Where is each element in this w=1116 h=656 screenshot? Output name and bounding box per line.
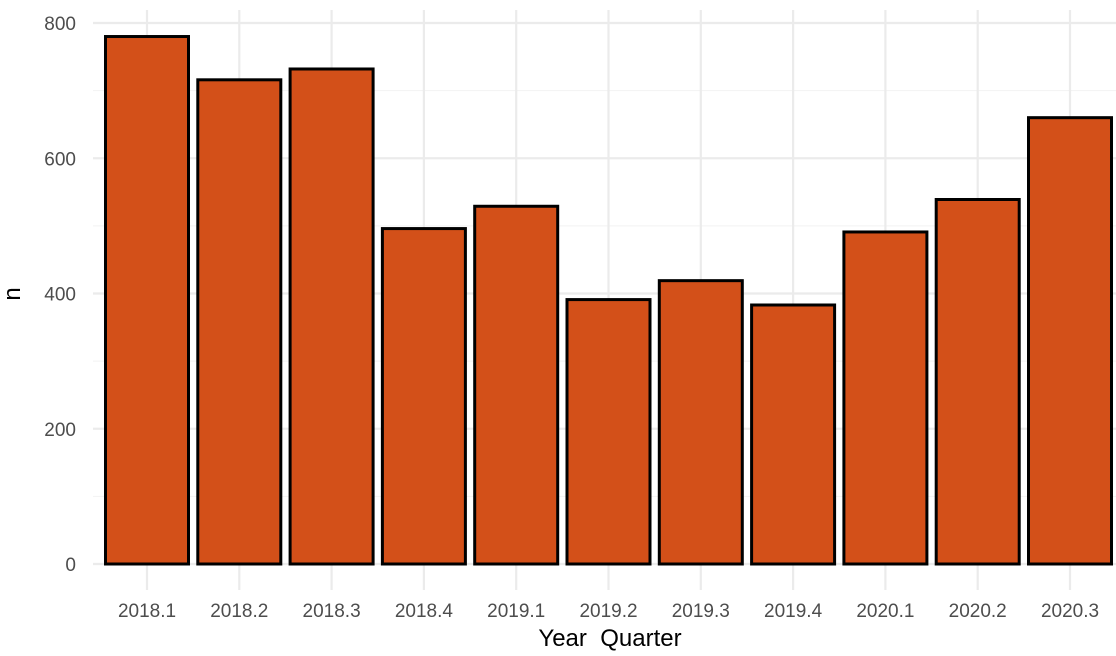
x-tick-label: 2019.2 [579, 601, 637, 622]
y-tick-label: 800 [44, 14, 76, 35]
x-tick-label: 2018.4 [395, 601, 454, 622]
y-tick-label: 400 [44, 285, 76, 306]
y-tick-label: 0 [65, 555, 76, 576]
bars [104, 35, 1113, 566]
x-tick-label: 2018.1 [118, 601, 176, 622]
x-tick-label: 2020.2 [949, 601, 1007, 622]
bar [380, 227, 467, 566]
y-axis-title: n [0, 287, 26, 300]
x-tick-label: 2019.4 [764, 601, 823, 622]
x-tick-label: 2020.1 [856, 601, 914, 622]
bar [288, 67, 375, 566]
x-axis-title: Year Quarter [538, 625, 681, 652]
bar [934, 198, 1021, 566]
x-tick-label: 2019.1 [487, 601, 545, 622]
x-tick-label: 2018.2 [210, 601, 268, 622]
x-axis-ticks: 2018.1 2018.2 2018.3 2018.4 2019.1 2019.2 2019… [118, 601, 1099, 622]
bar [1027, 116, 1113, 566]
bar [750, 303, 837, 566]
bar [104, 35, 190, 566]
bar [473, 204, 560, 566]
y-tick-label: 200 [44, 420, 76, 441]
x-tick-label: 2019.3 [672, 601, 730, 622]
bar [565, 298, 652, 566]
x-tick-label: 2018.3 [303, 601, 361, 622]
bar [842, 230, 929, 566]
y-tick-label: 600 [44, 149, 76, 170]
bar [196, 78, 283, 566]
bar [657, 279, 744, 566]
y-axis-ticks: 0 200 400 600 800 [44, 14, 76, 576]
x-tick-label: 2020.3 [1041, 601, 1099, 622]
